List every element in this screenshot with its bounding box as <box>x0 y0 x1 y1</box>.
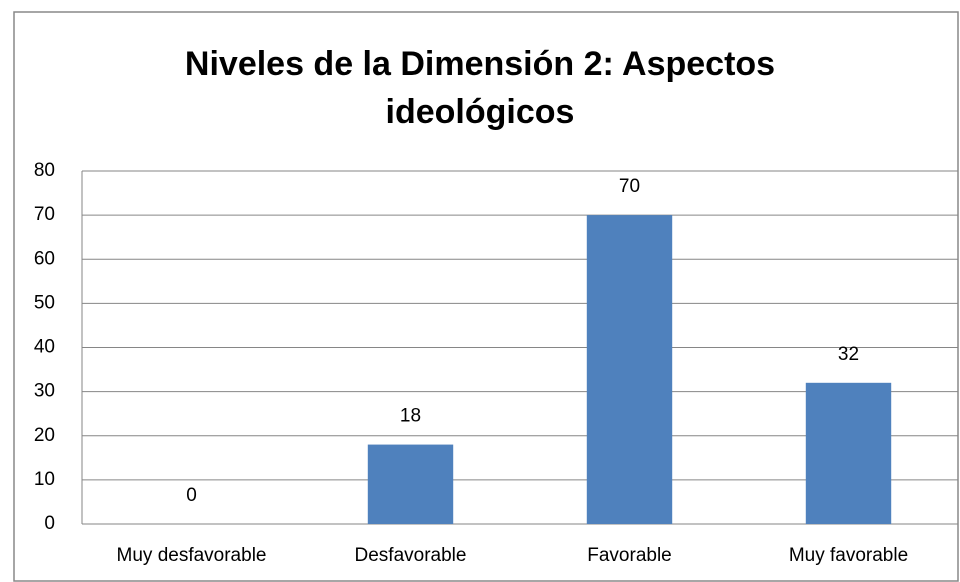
data-label: 18 <box>400 406 421 427</box>
y-tick-label: 50 <box>34 292 55 313</box>
bar <box>805 382 892 524</box>
y-tick-label: 80 <box>34 160 55 181</box>
data-label: 0 <box>186 485 197 506</box>
bar <box>586 215 673 524</box>
chart-border <box>13 11 959 582</box>
y-tick-label: 30 <box>34 381 55 402</box>
bar <box>367 444 454 524</box>
x-tick-label: Desfavorable <box>355 545 467 566</box>
y-tick-label: 70 <box>34 204 55 225</box>
y-tick-label: 20 <box>34 425 55 446</box>
chart-title: Niveles de la Dimensión 2: Aspectos ideo… <box>184 45 776 131</box>
y-tick-label: 0 <box>44 513 55 534</box>
y-tick-label: 40 <box>34 337 55 358</box>
x-tick-label: Favorable <box>587 545 672 566</box>
x-tick-label: Muy favorable <box>789 545 908 566</box>
y-tick-label: 60 <box>34 248 55 269</box>
y-tick-label: 10 <box>34 469 55 490</box>
data-label: 70 <box>619 176 640 197</box>
x-tick-label: Muy desfavorable <box>117 545 267 566</box>
data-label: 32 <box>838 344 859 365</box>
